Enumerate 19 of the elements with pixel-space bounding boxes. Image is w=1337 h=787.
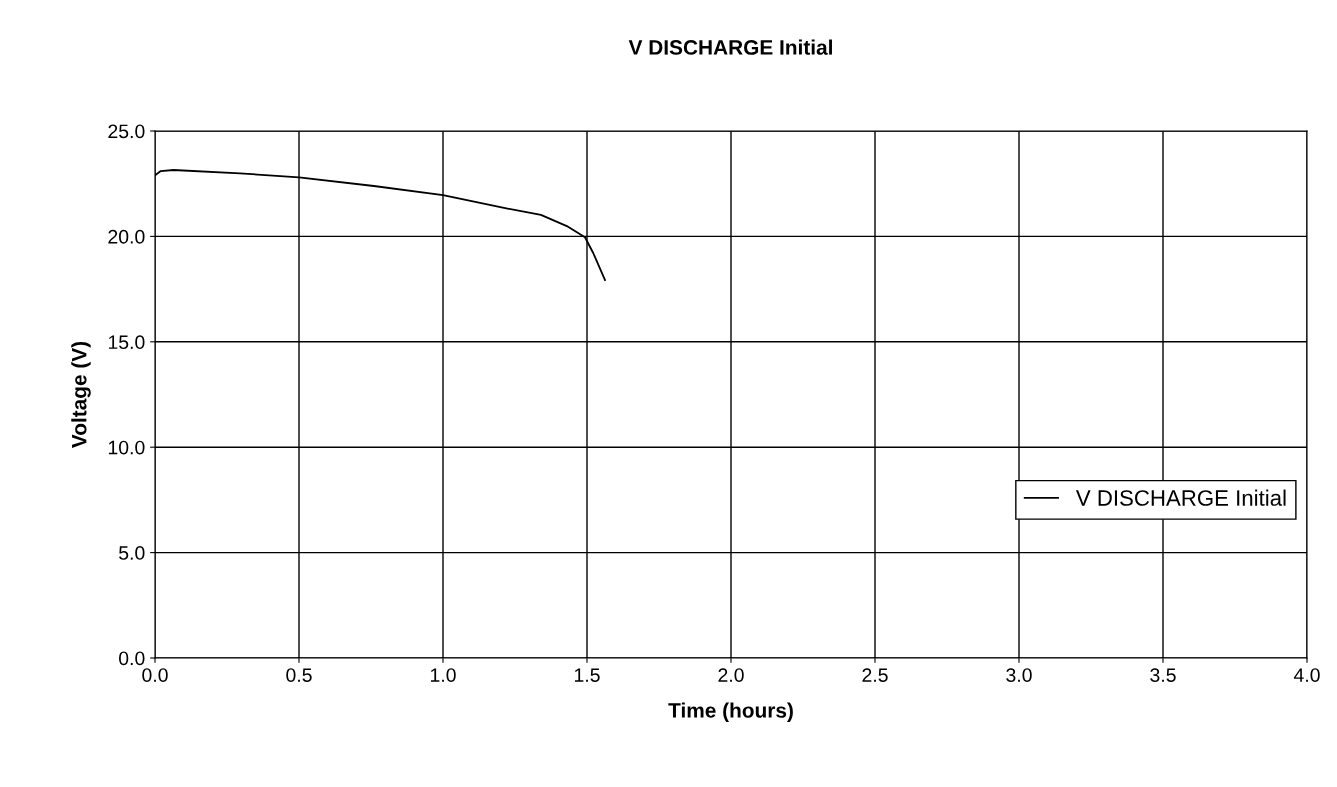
y-tick-label: 10.0 [108, 440, 145, 455]
x-tick-label: 2.5 [862, 668, 888, 682]
x-tick-label: 0.5 [286, 668, 312, 682]
x-tick-label: 0.0 [142, 668, 168, 682]
y-tick-label: 0.0 [119, 651, 145, 666]
y-tick-label: 25.0 [108, 124, 145, 139]
y-tick-label: 5.0 [119, 546, 145, 560]
x-tick-label: 3.5 [1150, 668, 1176, 682]
y-tick-label: 15.0 [108, 335, 145, 350]
legend-label: V DISCHARGE Initial [1075, 489, 1286, 506]
x-axis-title: Time (hours) [668, 702, 793, 722]
x-tick-label: 3.0 [1006, 668, 1032, 682]
chart-title: V DISCHARGE Initial [628, 39, 832, 55]
x-tick-label: 1.0 [430, 668, 456, 682]
y-axis-title: Voltage (V) [71, 341, 91, 448]
x-tick-label: 1.5 [574, 668, 600, 682]
x-tick-label: 2.0 [718, 668, 744, 682]
x-tick-label: 4.0 [1293, 668, 1320, 682]
y-tick-label: 20.0 [108, 229, 145, 244]
